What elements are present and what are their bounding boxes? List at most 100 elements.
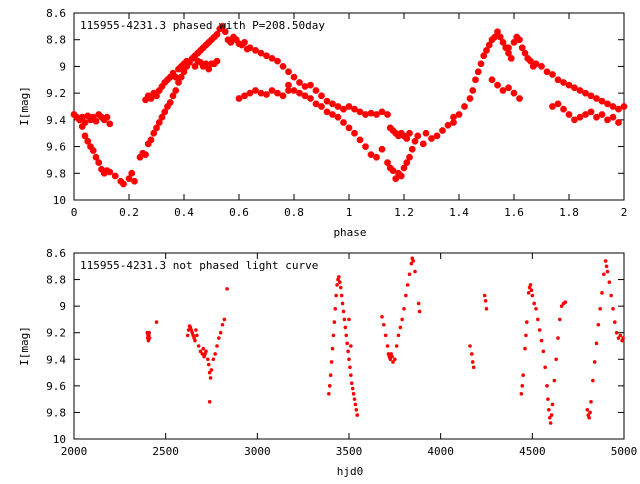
unphased-data-point bbox=[470, 360, 475, 364]
phased-data-point bbox=[474, 68, 482, 76]
phased-data-point bbox=[518, 44, 526, 51]
unphased-data-point bbox=[585, 407, 590, 412]
unphased-data-point bbox=[195, 333, 199, 338]
phased-y-tick-label: 8.8 bbox=[46, 34, 66, 47]
phased-x-tick-label: 1.4 bbox=[449, 206, 469, 219]
unphased-data-point bbox=[349, 381, 354, 386]
phased-data-point bbox=[268, 55, 276, 62]
phased-data-point bbox=[373, 111, 380, 118]
phased-data-point bbox=[378, 145, 386, 153]
phased-data-point bbox=[155, 119, 163, 126]
phased-data-point bbox=[397, 172, 405, 180]
unphased-data-point bbox=[558, 317, 562, 322]
phased-data-point bbox=[554, 100, 562, 108]
phased-data-point bbox=[334, 103, 342, 110]
unphased-data-point bbox=[396, 333, 401, 338]
unphased-data-point bbox=[342, 317, 347, 322]
unphased-y-tick-label: 9.2 bbox=[46, 327, 66, 340]
phased-data-point bbox=[477, 60, 485, 68]
unphased-data-point bbox=[200, 352, 205, 356]
phased-data-point bbox=[422, 129, 430, 137]
unphased-data-point bbox=[534, 307, 538, 311]
phased-data-point bbox=[213, 31, 221, 38]
phased-data-point bbox=[384, 159, 391, 166]
unphased-data-point bbox=[484, 307, 489, 311]
phased-data-point bbox=[147, 95, 155, 102]
phased-data-point bbox=[334, 113, 342, 121]
unphased-data-point bbox=[154, 320, 159, 324]
unphased-data-point bbox=[591, 378, 595, 383]
unphased-data-point bbox=[483, 299, 488, 303]
unphased-data-point bbox=[417, 309, 422, 314]
unphased-data-point bbox=[604, 264, 609, 269]
phased-data-point bbox=[609, 103, 617, 110]
unphased-data-point bbox=[334, 293, 338, 298]
phased-data-point bbox=[384, 111, 391, 118]
phased-data-point bbox=[257, 49, 265, 57]
phased-data-point bbox=[279, 63, 287, 70]
phased-data-point bbox=[183, 57, 191, 65]
unphased-data-point bbox=[213, 352, 217, 356]
phased-data-point bbox=[419, 140, 427, 148]
unphased-data-point bbox=[556, 336, 560, 340]
phased-data-point bbox=[172, 87, 180, 94]
unphased-data-point bbox=[587, 415, 591, 420]
phased-data-point bbox=[323, 97, 331, 105]
unphased-data-point bbox=[147, 330, 151, 335]
unphased-data-point bbox=[222, 317, 227, 322]
unphased-data-point bbox=[405, 283, 410, 287]
phased-data-point bbox=[466, 95, 474, 102]
phased-data-point bbox=[252, 87, 259, 94]
unphased-data-point bbox=[411, 259, 415, 263]
unphased-data-point bbox=[328, 373, 333, 378]
phased-data-point bbox=[615, 105, 622, 113]
unphased-data-point bbox=[206, 362, 211, 367]
phased-data-point bbox=[103, 113, 111, 121]
phased-data-point bbox=[582, 111, 589, 118]
phased-data-point bbox=[373, 154, 380, 161]
phased-data-point bbox=[505, 84, 512, 92]
phased-data-point bbox=[549, 71, 556, 78]
phased-data-point bbox=[307, 95, 314, 102]
unphased-y-tick-label: 9.4 bbox=[46, 353, 66, 366]
phased-data-point bbox=[175, 79, 182, 86]
phased-data-point bbox=[532, 60, 540, 68]
phased-data-point bbox=[323, 108, 331, 116]
phased-data-point bbox=[166, 99, 174, 106]
unphased-data-point bbox=[468, 344, 472, 348]
unphased-data-point bbox=[206, 357, 210, 362]
unphased-data-point bbox=[398, 325, 403, 330]
unphased-data-point bbox=[194, 328, 198, 332]
unphased-data-point bbox=[391, 360, 395, 364]
unphased-data-point bbox=[347, 317, 351, 322]
phased-data-point bbox=[620, 103, 628, 110]
phased-data-point bbox=[615, 119, 622, 126]
unphased-x-tick-label: 4000 bbox=[427, 445, 454, 458]
unphased-data-point bbox=[211, 357, 216, 362]
unphased-data-point bbox=[525, 320, 529, 324]
unphased-data-point bbox=[539, 338, 544, 343]
unphased-data-point bbox=[340, 301, 345, 306]
unphased-data-point bbox=[394, 344, 399, 348]
phased-data-point bbox=[263, 52, 270, 60]
unphased-data-point bbox=[329, 360, 334, 364]
phased-data-point bbox=[469, 87, 477, 94]
phased-data-point bbox=[235, 95, 243, 102]
unphased-data-point bbox=[354, 407, 359, 412]
phased-data-point bbox=[128, 170, 136, 177]
unphased-data-point bbox=[592, 360, 597, 364]
phased-data-point bbox=[111, 172, 119, 180]
unphased-data-point bbox=[402, 307, 406, 311]
unphased-plot-frame bbox=[73, 252, 625, 440]
unphased-data-point bbox=[217, 336, 221, 340]
unphased-data-point bbox=[220, 322, 225, 327]
unphased-data-point bbox=[526, 291, 531, 295]
unphased-data-point bbox=[613, 320, 617, 324]
phased-data-point bbox=[543, 68, 551, 76]
phased-data-point bbox=[351, 129, 358, 137]
unphased-data-point bbox=[352, 397, 357, 401]
unphased-data-point bbox=[225, 287, 229, 291]
phased-x-tick-label: 0 bbox=[71, 206, 78, 219]
unphased-y-axis-label: I[mag] bbox=[18, 326, 31, 366]
